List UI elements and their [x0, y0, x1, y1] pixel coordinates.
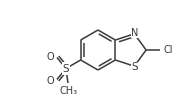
Text: S: S: [131, 62, 138, 72]
Text: N: N: [131, 28, 139, 38]
Text: O: O: [46, 75, 54, 85]
Text: Cl: Cl: [163, 45, 173, 55]
Text: O: O: [46, 52, 54, 62]
Text: CH₃: CH₃: [60, 86, 78, 96]
Text: S: S: [63, 64, 69, 74]
